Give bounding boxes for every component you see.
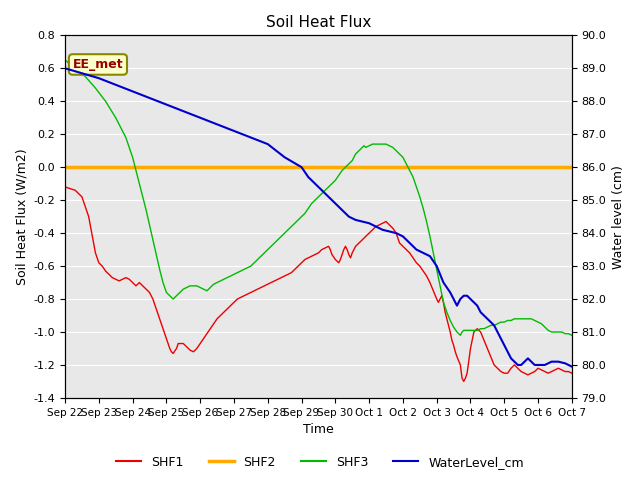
SHF1 bbox=[95, 260, 102, 265]
SHF1 bbox=[132, 283, 140, 289]
X-axis label: Time: Time bbox=[303, 423, 334, 436]
SHF2 bbox=[315, 164, 323, 170]
SHF1 bbox=[61, 184, 69, 190]
SHF1 bbox=[460, 379, 468, 384]
WaterLevel_cm bbox=[456, 296, 464, 302]
SHF1 bbox=[271, 278, 278, 284]
WaterLevel_cm bbox=[61, 65, 69, 71]
SHF3 bbox=[254, 257, 262, 263]
SHF3 bbox=[484, 324, 492, 330]
Text: EE_met: EE_met bbox=[72, 58, 124, 71]
WaterLevel_cm bbox=[524, 356, 532, 361]
SHF3 bbox=[139, 194, 147, 200]
Y-axis label: Soil Heat Flux (W/m2): Soil Heat Flux (W/m2) bbox=[15, 148, 28, 285]
SHF2 bbox=[61, 164, 69, 170]
SHF1 bbox=[419, 268, 427, 274]
Line: SHF3: SHF3 bbox=[65, 60, 572, 336]
SHF3 bbox=[433, 266, 440, 272]
WaterLevel_cm bbox=[568, 364, 576, 370]
WaterLevel_cm bbox=[392, 230, 400, 236]
SHF3 bbox=[477, 326, 484, 332]
Title: Soil Heat Flux: Soil Heat Flux bbox=[266, 15, 371, 30]
SHF3 bbox=[568, 333, 576, 338]
WaterLevel_cm bbox=[470, 300, 477, 305]
Line: SHF1: SHF1 bbox=[65, 187, 572, 382]
Line: WaterLevel_cm: WaterLevel_cm bbox=[65, 68, 572, 367]
SHF2 bbox=[568, 164, 576, 170]
Y-axis label: Water level (cm): Water level (cm) bbox=[612, 165, 625, 269]
SHF3 bbox=[61, 57, 69, 63]
SHF1 bbox=[453, 354, 461, 360]
WaterLevel_cm bbox=[332, 201, 339, 206]
Legend: SHF1, SHF2, SHF3, WaterLevel_cm: SHF1, SHF2, SHF3, WaterLevel_cm bbox=[111, 451, 529, 474]
SHF1 bbox=[568, 371, 576, 376]
SHF3 bbox=[176, 289, 184, 295]
SHF3 bbox=[456, 333, 464, 338]
SHF1 bbox=[142, 286, 150, 292]
WaterLevel_cm bbox=[345, 214, 353, 219]
